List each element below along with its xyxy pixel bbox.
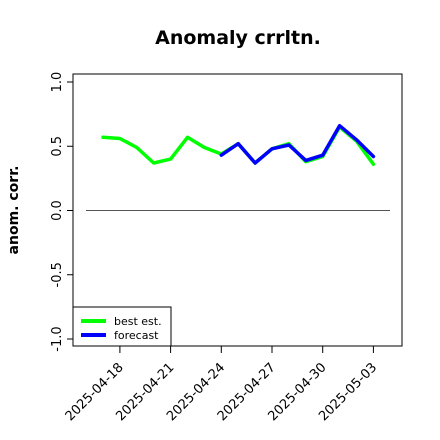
y-tick-label: 0.5 [50,136,65,157]
y-axis-label: anom. corr. [6,166,22,255]
y-tick-label: 1.0 [50,72,65,93]
chart-title: Anomaly crrltn. [155,27,321,49]
y-tick-label: -1.0 [50,326,65,351]
y-tick-label: -0.5 [50,262,65,287]
y-axis: -1.0 -0.5 0.0 0.5 1.0 [50,72,73,352]
legend-label-best-est: best est. [114,315,162,328]
legend-box [72,306,172,347]
legend: best est. forecast [72,306,172,347]
x-axis: 2025-04-182025-04-212025-04-242025-04-27… [63,346,380,424]
series-line-forecast [219,123,376,165]
y-tick-label: 0.0 [50,200,65,221]
legend-label-forecast: forecast [114,329,159,342]
series-layer [101,123,376,166]
